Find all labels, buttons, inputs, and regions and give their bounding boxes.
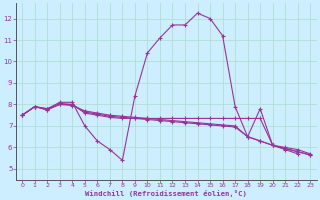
X-axis label: Windchill (Refroidissement éolien,°C): Windchill (Refroidissement éolien,°C) bbox=[85, 190, 247, 197]
